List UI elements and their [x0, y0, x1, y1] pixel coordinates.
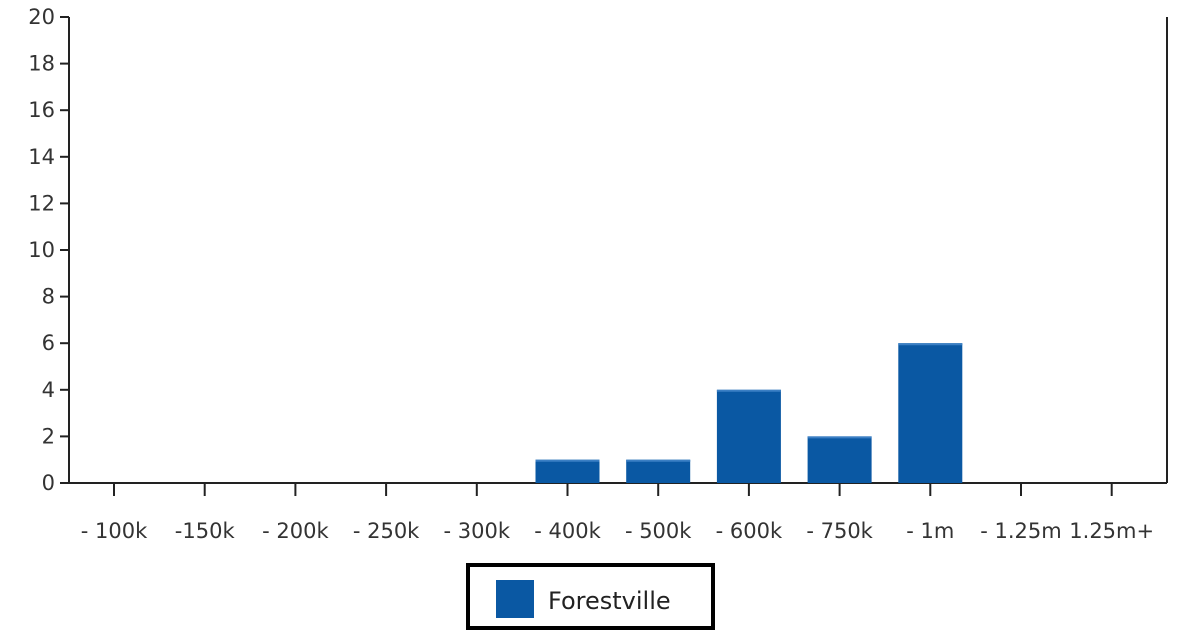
x-tick-label: - 200k — [262, 519, 329, 543]
x-tick-label: - 300k — [444, 519, 511, 543]
y-tick-label: 16 — [28, 98, 55, 122]
bar — [898, 343, 963, 483]
x-tick-label: - 400k — [534, 519, 601, 543]
y-tick-label: 12 — [28, 191, 55, 215]
x-tick-label: - 750k — [806, 519, 873, 543]
bar — [535, 459, 600, 483]
y-tick-label: 0 — [42, 471, 55, 495]
legend: Forestville — [466, 563, 715, 630]
plot-frame — [68, 17, 1168, 484]
y-axis-ticks: 0 2 4 6 8 10 12 14 16 18 20 — [28, 5, 69, 495]
x-tick-label: - 1m — [906, 519, 954, 543]
y-tick-label: 18 — [28, 52, 55, 76]
x-tick-label: 1.25m+ — [1069, 519, 1154, 543]
bar — [626, 459, 691, 483]
x-tick-label: -150k — [175, 519, 236, 543]
x-tick-label: - 600k — [716, 519, 783, 543]
y-tick-label: 10 — [28, 238, 55, 262]
x-tick-label: - 250k — [353, 519, 420, 543]
y-tick-label: 2 — [42, 424, 55, 448]
bar-series-forestville — [535, 343, 963, 483]
legend-swatch-forestville — [496, 580, 534, 618]
y-tick-label: 4 — [42, 378, 55, 402]
x-tick-label: - 100k — [81, 519, 148, 543]
bar — [807, 436, 872, 483]
y-tick-label: 6 — [42, 331, 55, 355]
x-axis-ticks: - 100k -150k - 200k - 250k - 300k - 400k - 500… — [81, 483, 1154, 543]
bar — [716, 389, 781, 483]
y-tick-label: 20 — [28, 5, 55, 29]
x-tick-label: - 1.25m — [980, 519, 1061, 543]
x-tick-label: - 500k — [625, 519, 692, 543]
y-tick-label: 8 — [42, 285, 55, 309]
legend-label-forestville: Forestville — [548, 587, 671, 615]
y-tick-label: 14 — [28, 145, 55, 169]
